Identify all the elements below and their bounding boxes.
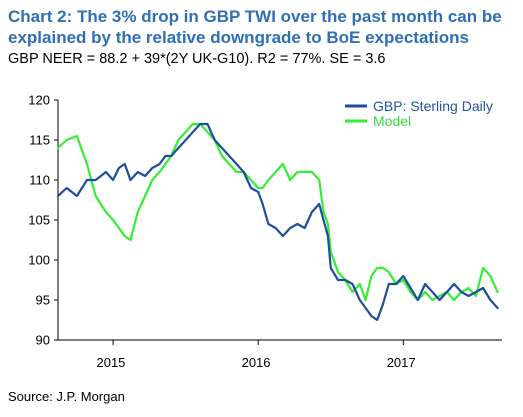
chart-axes: 90 95 100 105 110 115 120 2015 2016 2017 [28,93,502,370]
x-tick-label: 2015 [96,355,125,370]
legend-item-model-label: Model [373,113,411,129]
chart-subtitle: GBP NEER = 88.2 + 39*(2Y UK-G10). R2 = 7… [8,51,386,67]
y-tick-label: 95 [36,293,50,308]
chart-title: Chart 2: The 3% drop in GBP TWI over the… [8,7,502,47]
x-tick-label: 2017 [387,355,416,370]
series-line-model [56,122,499,302]
y-tick-label: 115 [29,133,50,148]
y-tick-label: 120 [28,93,50,108]
x-tick-label: 2016 [242,355,271,370]
y-tick-label: 105 [28,213,50,228]
source-note: Source: J.P. Morgan [8,389,125,404]
y-tick-label: 110 [29,173,50,188]
y-tick-label: 90 [36,333,50,348]
chart-series [56,122,499,322]
y-tick-label: 100 [28,253,50,268]
legend-item-sterling-label: GBP: Sterling Daily [373,98,493,114]
series-line-sterling [56,122,499,322]
